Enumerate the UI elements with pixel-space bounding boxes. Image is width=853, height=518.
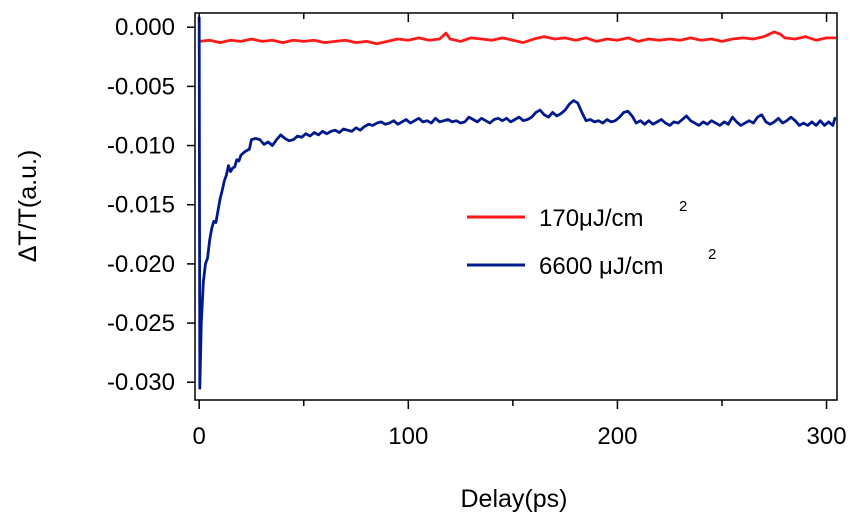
legend-sup-series-1: 2	[679, 198, 687, 215]
y-axis-title: ΔT/T(a.u.)	[14, 150, 42, 263]
x-tick-label: 300	[807, 423, 847, 450]
legend-label-series-1: 170μJ/cm	[539, 205, 644, 232]
x-axis: 0 100 200 300	[193, 13, 847, 450]
y-tick-label: -0.010	[107, 133, 175, 160]
y-tick-label: 0.000	[115, 14, 175, 41]
x-tick-label: 100	[388, 423, 428, 450]
y-tick-label: -0.030	[107, 369, 175, 396]
series-line-1	[197, 30, 837, 46]
y-tick-label: -0.015	[107, 192, 175, 219]
x-axis-title: Delay(ps)	[461, 485, 568, 513]
y-tick-label: -0.020	[107, 251, 175, 278]
y-tick-label: -0.005	[107, 73, 175, 100]
series-layer	[197, 16, 837, 390]
series-line-2	[197, 16, 837, 390]
y-tick-label: -0.025	[107, 310, 175, 337]
legend-sup-series-2: 2	[708, 246, 716, 263]
y-axis: 0.000 -0.005 -0.010 -0.015 -0.020 -0.025 -0.03…	[107, 14, 195, 396]
x-tick-label: 200	[597, 423, 637, 450]
legend: 170μJ/cm 2 6600 μJ/cm 2	[467, 198, 716, 280]
legend-label-series-2: 6600 μJ/cm	[539, 253, 664, 280]
plot-frame	[194, 12, 838, 401]
x-tick-label: 0	[193, 423, 206, 450]
